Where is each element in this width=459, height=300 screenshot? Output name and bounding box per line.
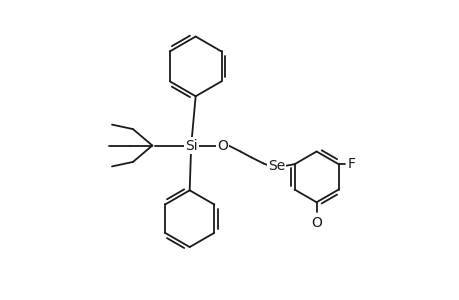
Text: O: O (217, 139, 228, 152)
Text: F: F (347, 157, 355, 171)
Text: Se: Se (267, 159, 284, 173)
Text: O: O (310, 216, 321, 230)
Text: Si: Si (185, 139, 197, 152)
